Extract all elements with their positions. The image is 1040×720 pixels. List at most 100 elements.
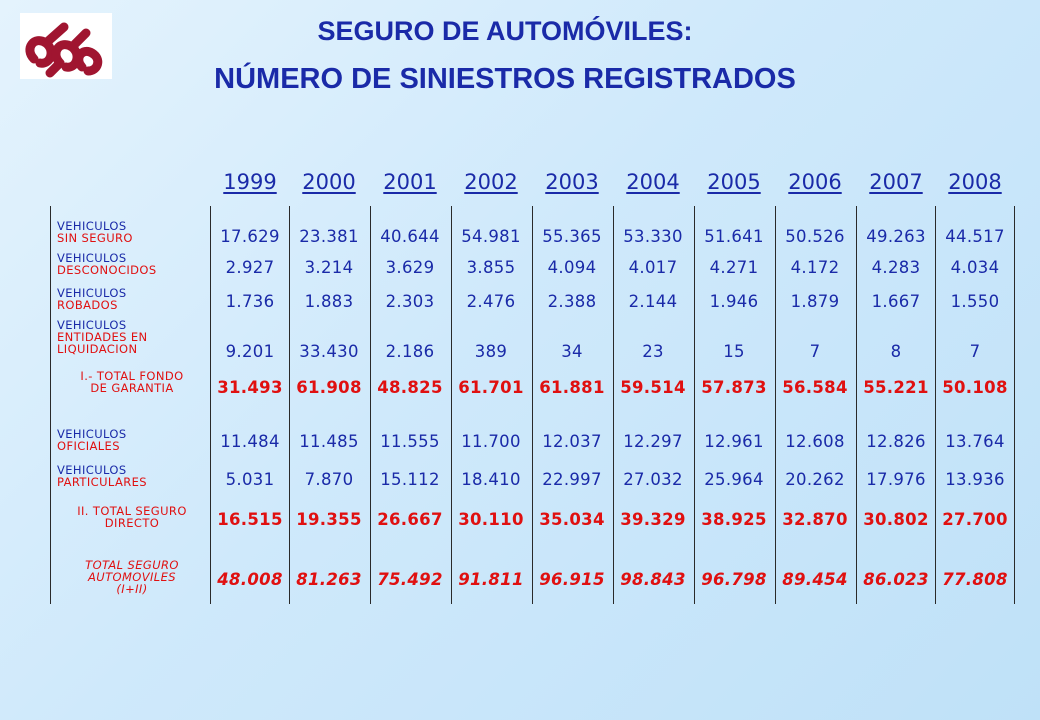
year-header: 2007 — [869, 170, 923, 194]
table-cell: 2.303 — [385, 292, 435, 311]
table-cell: 11.700 — [461, 432, 521, 451]
table-cell: 86.023 — [863, 570, 929, 589]
table-cell: 12.961 — [704, 432, 764, 451]
table-cell: 39.329 — [620, 510, 686, 529]
table-cell: 75.492 — [377, 570, 443, 589]
row-label-line: VEHICULOS — [57, 463, 127, 477]
table-cell: 51.641 — [704, 227, 764, 246]
row-label-line: VEHICULOS — [57, 318, 127, 332]
column-divider — [935, 206, 936, 604]
table-cell: 50.526 — [785, 227, 845, 246]
year-header: 1999 — [223, 170, 277, 194]
year-header: 2002 — [464, 170, 518, 194]
row-label-line: DE GARANTIA — [90, 381, 174, 395]
table-cell: 4.034 — [950, 258, 1000, 277]
page-subtitle: NÚMERO DE SINIESTROS REGISTRADOS — [214, 63, 796, 95]
table-cell: 55.221 — [863, 378, 929, 397]
table-cell: 55.365 — [542, 227, 602, 246]
table-cell: 54.981 — [461, 227, 521, 246]
table-cell: 56.584 — [782, 378, 848, 397]
column-divider — [532, 206, 533, 604]
year-header: 2001 — [383, 170, 437, 194]
year-header: 2004 — [626, 170, 680, 194]
row-label: VEHICULOS PARTICULARES — [57, 464, 207, 488]
row-label-line: SIN SEGURO — [57, 231, 133, 245]
table-cell: 96.915 — [539, 570, 605, 589]
table-cell: 2.388 — [547, 292, 597, 311]
table-cell: 30.802 — [863, 510, 929, 529]
table-cell: 44.517 — [945, 227, 1005, 246]
table-cell: 98.843 — [620, 570, 686, 589]
table-cell: 4.283 — [871, 258, 921, 277]
row-label-line: AUTOMOVILES — [88, 570, 176, 584]
row-label: VEHICULOS ROBADOS — [57, 287, 207, 311]
table-cell: 31.493 — [217, 378, 283, 397]
row-label-line: II. TOTAL SEGURO — [77, 504, 187, 518]
table-cell: 7.870 — [304, 470, 354, 489]
table-cell: 49.263 — [866, 227, 926, 246]
table-cell: 61.908 — [296, 378, 362, 397]
row-label: VEHICULOS SIN SEGURO — [57, 220, 207, 244]
table-cell: 96.798 — [701, 570, 767, 589]
column-divider — [1014, 206, 1015, 604]
row-label: VEHICULOS ENTIDADES EN LIQUIDACION — [57, 319, 207, 355]
table-cell: 40.644 — [380, 227, 440, 246]
table-cell: 91.811 — [458, 570, 524, 589]
table-cell: 32.870 — [782, 510, 848, 529]
table-cell: 4.017 — [628, 258, 678, 277]
table-cell: 3.214 — [304, 258, 354, 277]
table-cell: 11.484 — [220, 432, 280, 451]
column-divider — [370, 206, 371, 604]
row-label-line: ENTIDADES EN — [57, 330, 148, 344]
row-label: II. TOTAL SEGURO DIRECTO — [57, 505, 207, 529]
table-cell: 59.514 — [620, 378, 686, 397]
table-cell: 34 — [561, 342, 583, 361]
table-cell: 30.110 — [458, 510, 524, 529]
year-header: 2008 — [948, 170, 1002, 194]
table-cell: 7 — [809, 342, 821, 361]
table-cell: 57.873 — [701, 378, 767, 397]
table-cell: 13.936 — [945, 470, 1005, 489]
table-cell: 2.927 — [225, 258, 275, 277]
table-cell: 4.271 — [709, 258, 759, 277]
table-cell: 4.172 — [790, 258, 840, 277]
year-header: 2003 — [545, 170, 599, 194]
table-cell: 8 — [890, 342, 902, 361]
row-label-line: VEHICULOS — [57, 219, 127, 233]
table-cell: 17.629 — [220, 227, 280, 246]
table-cell: 5.031 — [225, 470, 275, 489]
table-cell: 2.476 — [466, 292, 516, 311]
row-label-line: LIQUIDACION — [57, 342, 138, 356]
row-label: VEHICULOS DESCONOCIDOS — [57, 252, 207, 276]
column-divider — [289, 206, 290, 604]
row-label-line: VEHICULOS — [57, 427, 127, 441]
table-cell: 1.946 — [709, 292, 759, 311]
row-label: VEHICULOS OFICIALES — [57, 428, 207, 452]
year-header: 2005 — [707, 170, 761, 194]
row-label-line: ROBADOS — [57, 298, 118, 312]
table-cell: 33.430 — [299, 342, 359, 361]
table-cell: 27.032 — [623, 470, 683, 489]
row-label-line: VEHICULOS — [57, 286, 127, 300]
table-cell: 19.355 — [296, 510, 362, 529]
table-cell: 12.037 — [542, 432, 602, 451]
table-cell: 13.764 — [945, 432, 1005, 451]
table-cell: 389 — [474, 342, 508, 361]
table-cell: 1.550 — [950, 292, 1000, 311]
table-cell: 61.701 — [458, 378, 524, 397]
table-cell: 18.410 — [461, 470, 521, 489]
page-title: SEGURO DE AUTOMÓVILES: — [317, 16, 693, 46]
table-cell: 81.263 — [296, 570, 362, 589]
column-divider — [451, 206, 452, 604]
table-cell: 3.629 — [385, 258, 435, 277]
table-cell: 53.330 — [623, 227, 683, 246]
row-label-line: I.- TOTAL FONDO — [80, 369, 184, 383]
table-cell: 4.094 — [547, 258, 597, 277]
table-cell: 50.108 — [942, 378, 1008, 397]
table-cell: 27.700 — [942, 510, 1008, 529]
table-cell: 25.964 — [704, 470, 764, 489]
table-cell: 48.008 — [217, 570, 283, 589]
table-cell: 77.808 — [942, 570, 1008, 589]
table-cell: 38.925 — [701, 510, 767, 529]
table-cell: 20.262 — [785, 470, 845, 489]
